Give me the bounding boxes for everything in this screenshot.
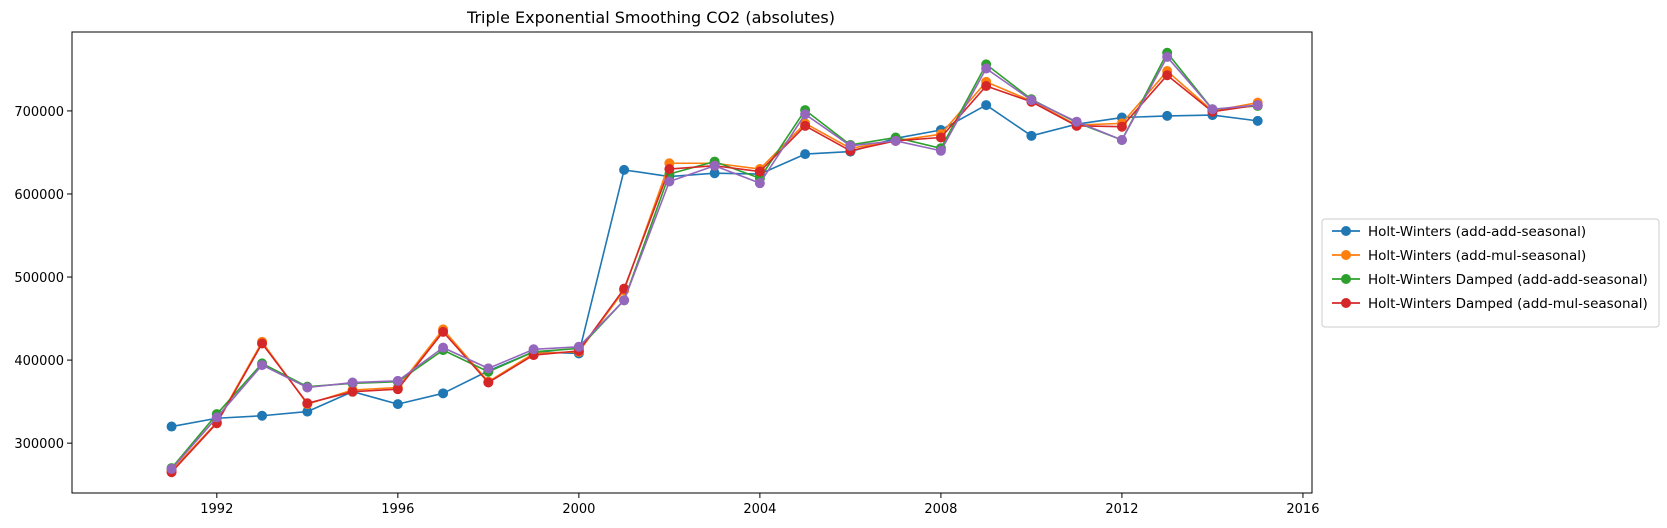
data-point	[890, 135, 901, 146]
data-point	[438, 388, 449, 399]
data-point	[754, 166, 765, 177]
series-line	[170, 51, 1258, 469]
legend-frame	[1321, 218, 1660, 328]
data-point	[1026, 95, 1037, 106]
data-point	[709, 160, 720, 171]
data-point	[709, 168, 720, 179]
data-point	[981, 80, 992, 91]
data-point	[619, 295, 630, 306]
plot-frame	[71, 31, 1313, 494]
series-5	[166, 51, 1263, 474]
legend-label: Holt-Winters Damped (add-add-seasonal)	[1368, 272, 1648, 288]
x-tick-label: 2008	[924, 502, 957, 517]
series-2	[166, 66, 1263, 476]
data-point	[166, 421, 177, 432]
data-point	[257, 410, 268, 421]
legend-item: Holt-Winters (add-mul-seasonal)	[1332, 248, 1586, 264]
legend-label: Holt-Winters Damped (add-mul-seasonal)	[1368, 296, 1648, 312]
data-point	[1252, 115, 1263, 126]
legend-swatch-marker	[1341, 298, 1351, 308]
series-line	[171, 104, 1258, 428]
legend-label: Holt-Winters (add-mul-seasonal)	[1368, 248, 1586, 264]
data-point	[935, 145, 946, 156]
plot-area	[166, 47, 1263, 478]
data-point	[664, 164, 675, 175]
data-point	[483, 377, 494, 388]
series-1	[166, 100, 1263, 432]
y-tick-label: 500000	[14, 271, 64, 286]
legend-swatch-marker	[1341, 274, 1351, 284]
data-point	[483, 363, 494, 374]
data-point	[1162, 110, 1173, 121]
data-point	[302, 406, 313, 417]
data-point	[1116, 134, 1127, 145]
data-point	[528, 344, 539, 355]
data-point	[438, 326, 449, 337]
legend-swatch-marker	[1341, 226, 1351, 236]
y-tick-label: 700000	[14, 105, 64, 120]
legend-item: Holt-Winters Damped (add-add-seasonal)	[1332, 272, 1648, 288]
series-line	[170, 56, 1258, 470]
data-point	[935, 132, 946, 143]
data-point	[347, 377, 358, 388]
data-point	[845, 140, 856, 151]
data-point	[347, 386, 358, 397]
legend: Holt-Winters (add-add-seasonal) Holt-Wint…	[1321, 218, 1660, 328]
series-line	[170, 70, 1258, 472]
y-tick-label: 400000	[14, 354, 64, 369]
data-point	[754, 178, 765, 189]
x-axis: 1992 1996 2000 2004 2008 2012 2016	[200, 493, 1319, 517]
data-point	[211, 412, 222, 423]
chart-title: Triple Exponential Smoothing CO2 (absolu…	[466, 8, 835, 27]
x-tick-label: 2012	[1105, 502, 1138, 517]
data-point	[1071, 116, 1082, 127]
series-3	[166, 47, 1263, 474]
data-point	[1207, 104, 1218, 115]
x-tick-label: 2004	[743, 502, 776, 517]
legend-label: Holt-Winters (add-add-seasonal)	[1368, 224, 1586, 240]
data-point	[1162, 70, 1173, 81]
data-point	[573, 341, 584, 352]
legend-swatch-marker	[1341, 250, 1351, 260]
series-line	[170, 74, 1258, 473]
x-tick-label: 1996	[381, 502, 414, 517]
data-point	[1252, 100, 1263, 111]
x-tick-label: 2016	[1286, 502, 1319, 517]
data-point	[981, 100, 992, 111]
data-point	[619, 283, 630, 294]
data-point	[800, 109, 811, 120]
data-point	[981, 63, 992, 74]
data-point	[302, 398, 313, 409]
data-point	[392, 375, 403, 386]
data-point	[438, 342, 449, 353]
data-point	[166, 463, 177, 474]
data-point	[619, 164, 630, 175]
data-point	[800, 120, 811, 131]
data-point	[1162, 51, 1173, 62]
y-tick-label: 300000	[14, 437, 64, 452]
legend-item: Holt-Winters (add-add-seasonal)	[1332, 224, 1586, 240]
data-point	[800, 149, 811, 160]
data-point	[302, 382, 313, 393]
data-point	[392, 399, 403, 410]
data-point	[1026, 130, 1037, 141]
data-point	[1116, 121, 1127, 132]
data-point	[392, 384, 403, 395]
x-tick-label: 1992	[200, 502, 233, 517]
y-tick-label: 600000	[14, 188, 64, 203]
legend-item: Holt-Winters Damped (add-mul-seasonal)	[1332, 296, 1648, 312]
y-axis: 300000 400000 500000 600000 700000	[14, 105, 72, 452]
data-point	[257, 338, 268, 349]
data-point	[257, 360, 268, 371]
data-point	[664, 176, 675, 187]
x-tick-label: 2000	[562, 502, 595, 517]
